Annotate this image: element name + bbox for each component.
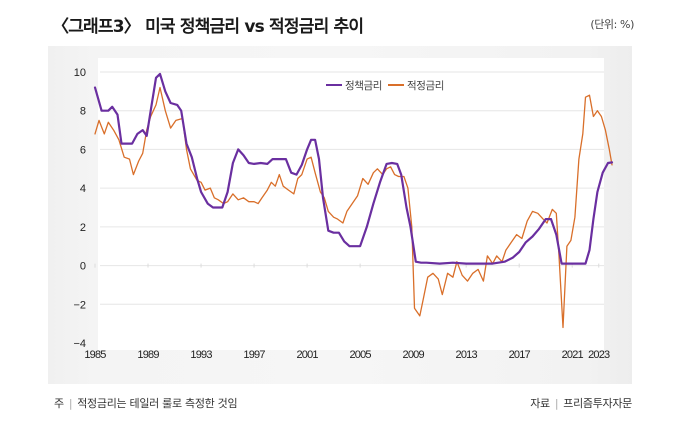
source: 자료 | 프리즘투자자문 [530,395,632,411]
chart-title: 〈그래프3〉 미국 정책금리 vs 적정금리 추이 [52,17,364,37]
footnote: 주 | 적정금리는 테일러 룰로 측정한 것임 [54,395,238,411]
policy-rate-line [93,72,614,265]
x-tick-label: 2009 [403,349,425,361]
source-text: 프리즘투자자문 [563,397,632,410]
legend-label-taylor-rate: 적정금리 [407,80,444,92]
plot-area [98,58,604,350]
y-tick-label: −2 [73,299,86,311]
y-tick-label: 6 [80,144,86,156]
footnote-text: 적정금리는 테일러 룰로 측정한 것임 [77,397,238,410]
y-axis: −4 −2 0 2 4 6 8 10 [73,67,86,350]
x-tick-label: 2017 [509,349,531,361]
x-tick-label: 2021 [562,349,584,361]
y-tick-label: 10 [74,67,86,79]
footnote-label: 주 [54,397,64,410]
x-tick-label: 2023 [588,349,610,361]
y-tick-label: 8 [80,106,86,118]
separator: | [554,397,559,410]
y-tick-label: −4 [73,338,86,350]
unit-label: (단위: %) [590,18,634,31]
x-tick-label: 1985 [84,349,106,361]
x-tick-label: 2005 [349,349,371,361]
x-tick-label: 1989 [137,349,159,361]
legend-label-policy-rate: 정책금리 [345,80,382,92]
legend: 정책금리 적정금리 [326,80,444,92]
x-tick-label: 1997 [243,349,265,361]
y-tick-label: 0 [80,261,86,273]
x-axis: 1985 1989 1993 1997 2001 2005 2009 2013 2017 2021… [84,349,610,361]
y-tick-label: 4 [80,183,86,195]
source-label: 자료 [530,397,550,410]
x-tick-label: 2013 [456,349,478,361]
x-tick-label: 2001 [296,349,318,361]
gridlines [94,71,604,305]
series-lines [93,72,614,329]
y-tick-label: 2 [80,222,86,234]
separator: | [68,397,73,410]
x-tick-label: 1993 [190,349,212,361]
